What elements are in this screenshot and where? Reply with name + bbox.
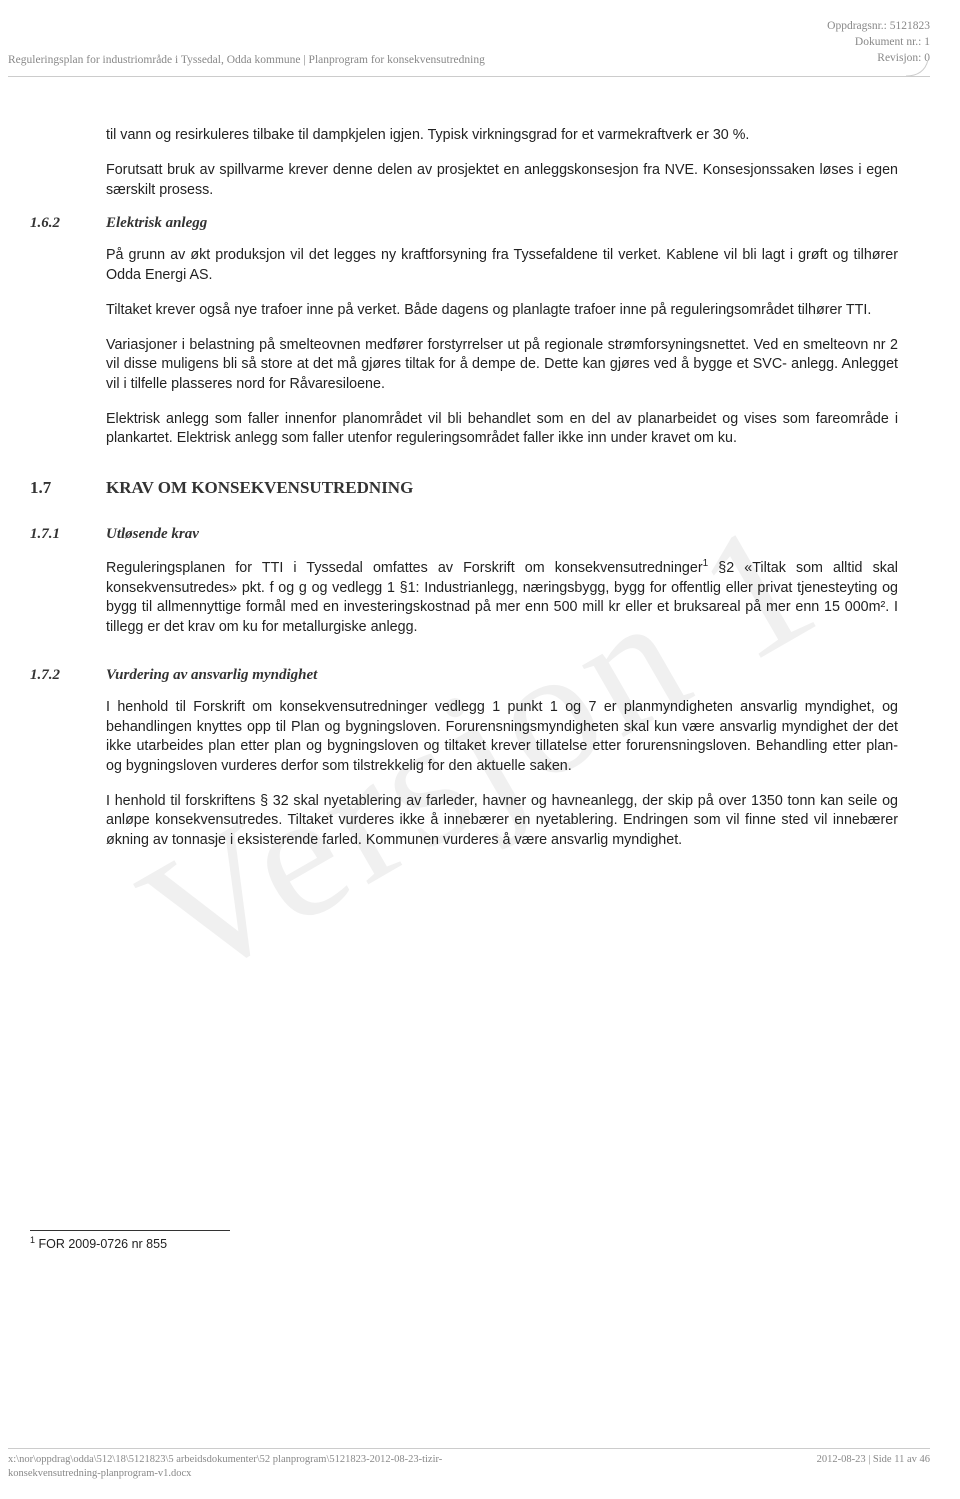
- section-paragraph: I henhold til forskriftens § 32 skal nye…: [106, 792, 898, 851]
- footnote-block: 1 FOR 2009-0726 nr 855: [0, 1231, 960, 1251]
- section-paragraph: Reguleringsplanen for TTI i Tyssedal omf…: [106, 557, 898, 638]
- section-1-7-2: 1.7.2 Vurdering av ansvarlig myndighet I…: [30, 667, 898, 866]
- section-number: 1.7.1: [30, 526, 106, 543]
- section-1-7-1: 1.7.1 Utløsende krav Reguleringsplanen f…: [30, 526, 898, 653]
- intro-block: til vann og resirkuleres tilbake til dam…: [30, 126, 898, 200]
- section-paragraph: Tiltaket krever også nye trafoer inne på…: [106, 301, 898, 321]
- header-rule-curve-icon: [906, 60, 930, 84]
- footer-path-line1: x:\nor\oppdrag\odda\512\18\5121823\5 arb…: [8, 1453, 442, 1467]
- section-1-7: 1.7 KRAV OM KONSEKVENSUTREDNING: [30, 478, 898, 512]
- footer-path-line2: konsekvensutredning-planprogram-v1.docx: [8, 1467, 442, 1481]
- para-text-a: Reguleringsplanen for TTI i Tyssedal omf…: [106, 560, 703, 576]
- header-rule: [0, 72, 960, 86]
- intro-paragraph-1: til vann og resirkuleres tilbake til dam…: [106, 126, 898, 146]
- header-dokumentnr: Dokument nr.: 1: [827, 34, 930, 50]
- header-rule-line: [8, 76, 930, 77]
- section-paragraph: Variasjoner i belastning på smelteovnen …: [106, 336, 898, 395]
- section-number: 1.6.2: [30, 215, 106, 232]
- footer-left-block: x:\nor\oppdrag\odda\512\18\5121823\5 arb…: [8, 1453, 442, 1481]
- section-paragraph: I henhold til Forskrift om konsekvensutr…: [106, 698, 898, 777]
- page-footer: x:\nor\oppdrag\odda\512\18\5121823\5 arb…: [8, 1448, 930, 1481]
- header-right-block: Oppdragsnr.: 5121823 Dokument nr.: 1 Rev…: [827, 18, 930, 66]
- section-number: 1.7.2: [30, 667, 106, 684]
- section-number: 1.7: [30, 478, 106, 498]
- page-header: Reguleringsplan for industriområde i Tys…: [0, 0, 960, 72]
- section-title: Utløsende krav: [106, 526, 898, 543]
- intro-paragraph-2: Forutsatt bruk av spillvarme krever denn…: [106, 161, 898, 200]
- page-container: Reguleringsplan for industriområde i Tys…: [0, 0, 960, 1499]
- footer-right-text: 2012-08-23 | Side 11 av 46: [817, 1453, 930, 1481]
- section-title: Elektrisk anlegg: [106, 215, 898, 232]
- content-area: til vann og resirkuleres tilbake til dam…: [0, 86, 960, 890]
- section-paragraph: På grunn av økt produksjon vil det legge…: [106, 246, 898, 285]
- section-title: KRAV OM KONSEKVENSUTREDNING: [106, 478, 898, 498]
- header-left-text: Reguleringsplan for industriområde i Tys…: [8, 54, 485, 66]
- section-paragraph: Elektrisk anlegg som faller innenfor pla…: [106, 410, 898, 449]
- header-oppdragsnr: Oppdragsnr.: 5121823: [827, 18, 930, 34]
- section-title: Vurdering av ansvarlig myndighet: [106, 667, 898, 684]
- footnote-text: FOR 2009-0726 nr 855: [35, 1237, 167, 1251]
- section-1-6-2: 1.6.2 Elektrisk anlegg På grunn av økt p…: [30, 215, 898, 464]
